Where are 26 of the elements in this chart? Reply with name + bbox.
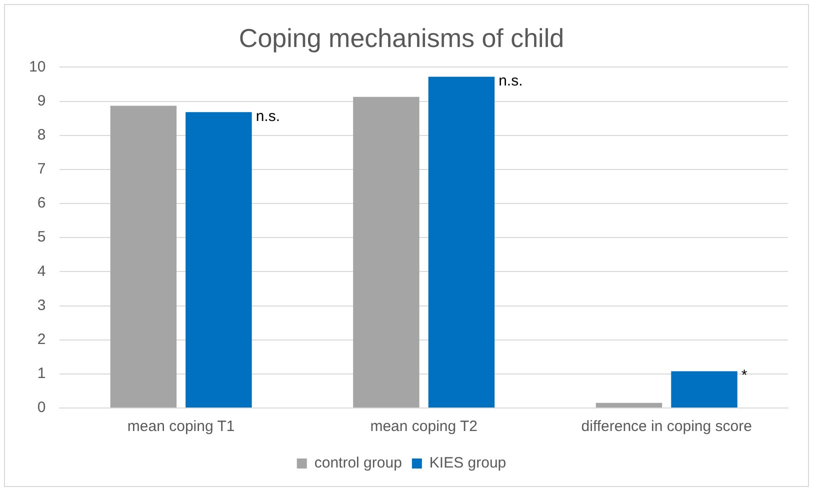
y-tick-label: 9 [37,92,46,110]
y-tick-label: 10 [28,58,46,76]
x-tick-label: mean coping T1 [127,418,235,436]
x-tick-label: mean coping T2 [370,418,478,436]
legend-label: control group [314,454,402,472]
annotation: * [741,366,748,384]
y-tick-label: 8 [37,126,46,144]
chart-title: Coping mechanisms of child [238,22,564,53]
y-tick-label: 4 [37,262,46,280]
bar [186,112,252,408]
y-tick-label: 2 [37,330,46,348]
bar [596,402,662,408]
annotation: n.s. [256,108,280,125]
bar [671,371,738,408]
y-tick-label: 3 [37,296,46,314]
bar [353,96,420,408]
x-tick-label: difference in coping score [581,418,752,436]
legend-label: KIES group [429,454,506,472]
y-tick-label: 1 [37,365,46,382]
y-tick-label: 0 [37,399,46,416]
annotation: n.s. [498,72,523,90]
bar [428,76,495,408]
y-tick-label: 7 [37,160,46,178]
bar [110,106,177,408]
y-tick-label: 5 [37,228,46,246]
y-tick-label: 6 [37,194,46,212]
